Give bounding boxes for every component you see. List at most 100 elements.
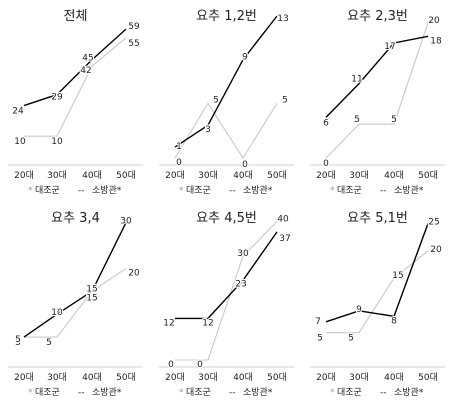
x-tick-label: 30대 bbox=[47, 372, 67, 383]
panel-1: 전체 20대 30대 40대 50대 10 10 42 55 24 29 45 59 * 대조군 -- 소방관… bbox=[8, 9, 143, 196]
data-label: 37 bbox=[279, 234, 290, 244]
panel-3: 요추 2,3번 20대 30대 40대 50대 0 5 5 20 6 11 17 18 * 대조군 -- 소방… bbox=[310, 9, 445, 196]
series-line-firefighter bbox=[325, 35, 429, 118]
panel-title: 요추 2,3번 bbox=[347, 9, 408, 24]
x-tick-label: 40대 bbox=[82, 170, 102, 181]
legend-label-control: 대조군 bbox=[186, 387, 211, 398]
legend-marker-firefighter: -- bbox=[229, 388, 236, 398]
data-label: 59 bbox=[128, 22, 140, 32]
legend-label-firefighter: 소방관* bbox=[394, 185, 424, 196]
data-label: 9 bbox=[242, 53, 248, 63]
x-tick-label: 40대 bbox=[384, 170, 404, 181]
legend-label-control: 대조군 bbox=[35, 185, 60, 196]
data-label: 5 bbox=[15, 335, 21, 345]
data-label: 5 bbox=[15, 338, 21, 348]
series-line-firefighter bbox=[23, 28, 127, 107]
panel-5: 요추 4,5번 20대 30대 40대 50대 0 0 30 40 12 12 23 37 * 대조군 --… bbox=[159, 211, 294, 398]
x-tick-label: 30대 bbox=[349, 372, 369, 383]
data-label: 0 bbox=[242, 160, 248, 170]
data-label: 5 bbox=[46, 338, 52, 348]
panel-title: 요추 4,5번 bbox=[196, 211, 257, 226]
legend-marker-control: * bbox=[330, 388, 335, 398]
data-label: 12 bbox=[202, 318, 213, 328]
data-label: 5 bbox=[354, 115, 360, 125]
x-tick-label: 30대 bbox=[198, 372, 218, 383]
legend-label-control: 대조군 bbox=[35, 387, 60, 398]
x-tick-label: 50대 bbox=[418, 170, 438, 181]
x-tick-label: 40대 bbox=[233, 372, 253, 383]
legend-marker-firefighter: -- bbox=[380, 186, 387, 196]
data-label: 1 bbox=[176, 142, 182, 152]
x-tick-label: 50대 bbox=[116, 170, 136, 181]
x-tick-label: 50대 bbox=[267, 372, 287, 383]
data-label: 5 bbox=[317, 334, 323, 344]
legend-marker-firefighter: -- bbox=[78, 186, 85, 196]
legend-marker-firefighter: -- bbox=[229, 186, 236, 196]
series-line-firefighter bbox=[325, 223, 429, 323]
data-label: 10 bbox=[51, 308, 63, 318]
data-label: 17 bbox=[384, 42, 395, 52]
x-tick-label: 20대 bbox=[316, 170, 336, 181]
data-label: 18 bbox=[430, 36, 442, 46]
data-label: 20 bbox=[430, 245, 442, 255]
legend: * 대조군 -- 소방관* bbox=[179, 387, 273, 398]
legend-label-firefighter: 소방관* bbox=[394, 387, 424, 398]
data-label: 29 bbox=[51, 93, 63, 103]
data-label: 6 bbox=[323, 118, 329, 128]
x-tick-label: 50대 bbox=[418, 372, 438, 383]
data-label: 0 bbox=[168, 360, 174, 370]
data-label: 30 bbox=[120, 217, 132, 227]
x-tick-label: 30대 bbox=[198, 170, 218, 181]
panel-title: 전체 bbox=[64, 9, 88, 24]
data-label: 5 bbox=[391, 115, 397, 125]
data-label: 15 bbox=[86, 284, 97, 294]
data-label: 15 bbox=[86, 293, 97, 303]
data-label: 0 bbox=[323, 159, 329, 169]
x-tick-label: 20대 bbox=[14, 170, 34, 181]
x-tick-label: 40대 bbox=[82, 372, 102, 383]
data-label: 3 bbox=[205, 125, 211, 135]
data-label: 24 bbox=[12, 107, 24, 117]
data-label: 10 bbox=[14, 137, 26, 147]
data-label: 0 bbox=[197, 360, 203, 370]
legend-marker-control: * bbox=[28, 388, 33, 398]
legend-label-firefighter: 소방관* bbox=[243, 387, 273, 398]
x-tick-label: 40대 bbox=[233, 170, 253, 181]
x-tick-label: 20대 bbox=[316, 372, 336, 383]
legend-label-control: 대조군 bbox=[186, 185, 211, 196]
data-label: 40 bbox=[277, 214, 289, 224]
series-line-control bbox=[174, 102, 278, 160]
data-label: 5 bbox=[348, 334, 354, 344]
legend-label-firefighter: 소방관* bbox=[92, 387, 122, 398]
x-tick-label: 20대 bbox=[14, 372, 34, 383]
data-label: 5 bbox=[213, 95, 219, 105]
legend-label-control: 대조군 bbox=[337, 185, 362, 196]
x-tick-label: 30대 bbox=[47, 170, 67, 181]
legend: * 대조군 -- 소방관* bbox=[28, 185, 122, 196]
series-line-control bbox=[326, 250, 429, 334]
series-line-control bbox=[24, 37, 127, 137]
legend-label-firefighter: 소방관* bbox=[92, 185, 122, 196]
panel-title: 요추 5,1번 bbox=[347, 211, 408, 226]
legend: * 대조군 -- 소방관* bbox=[28, 387, 122, 398]
data-label: 9 bbox=[356, 305, 362, 315]
legend: * 대조군 -- 소방관* bbox=[330, 387, 424, 398]
x-tick-label: 30대 bbox=[349, 170, 369, 181]
data-label: 42 bbox=[80, 66, 91, 76]
data-label: 12 bbox=[163, 318, 174, 328]
data-label: 11 bbox=[351, 75, 362, 85]
x-tick-label: 20대 bbox=[165, 372, 185, 383]
data-label: 7 bbox=[315, 317, 321, 327]
x-tick-label: 50대 bbox=[116, 372, 136, 383]
data-label: 5 bbox=[282, 95, 288, 105]
series-line-control bbox=[325, 22, 429, 159]
series-line-control bbox=[175, 221, 278, 361]
data-label: 10 bbox=[51, 137, 63, 147]
series-line-firefighter bbox=[174, 15, 278, 148]
data-label: 20 bbox=[128, 268, 140, 278]
data-label: 45 bbox=[82, 54, 93, 64]
legend-marker-control: * bbox=[179, 186, 184, 196]
